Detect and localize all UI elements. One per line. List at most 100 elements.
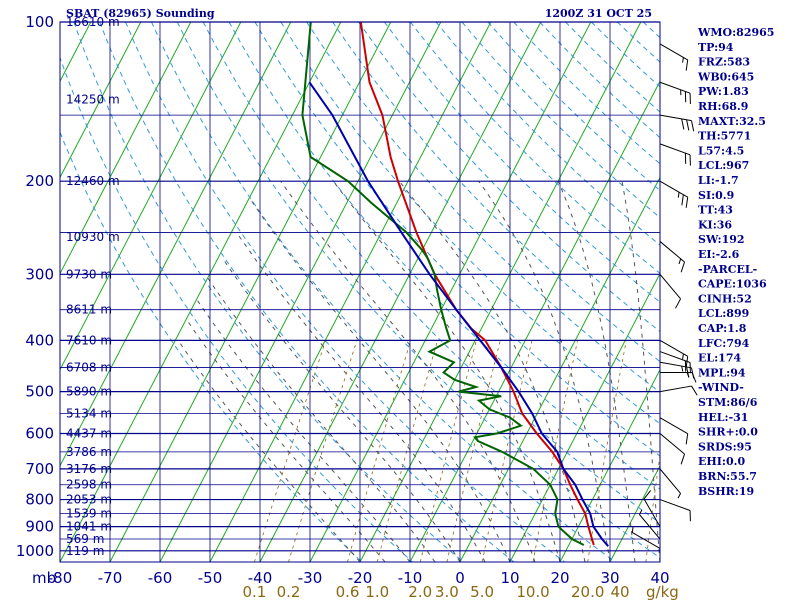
index-value: EHI:0.0 — [698, 455, 745, 468]
wind-barb-feather — [680, 453, 685, 465]
isotherm-line — [60, 22, 192, 275]
wind-barb — [659, 499, 691, 522]
index-value: TP:94 — [698, 41, 734, 54]
isotherm-line — [509, 272, 660, 562]
index-value: L57:4.5 — [698, 144, 744, 157]
isotherm-line — [0, 22, 41, 562]
wind-barb-feather — [675, 298, 682, 309]
index-value: MPL:94 — [698, 366, 746, 379]
wind-barb — [660, 371, 697, 383]
isotherm-line — [60, 22, 342, 562]
isotherm-line — [309, 22, 592, 562]
pressure-label: 1000 — [16, 542, 54, 560]
chart-title: SBAT (82965) Sounding — [66, 7, 215, 20]
height-label: 8611 m — [66, 303, 112, 317]
pressure-label: 800 — [25, 491, 54, 509]
sounding-series-line — [359, 22, 595, 546]
mixing-ratio-labels: 0.1 0.2 0.6 1.0 2.0 3.0 5.0 10.0 20.0 40 — [243, 583, 630, 600]
wind-barb-shaft — [659, 180, 688, 198]
mixing-ratio-label: 3.0 — [435, 583, 459, 600]
index-value: EI:-2.6 — [698, 248, 740, 261]
wind-barb — [659, 273, 682, 309]
wind-barb-half-feather — [678, 258, 682, 265]
wind-barb-shaft — [659, 351, 691, 363]
index-value: TT:43 — [698, 204, 733, 217]
height-label: 7610 m — [66, 333, 112, 347]
height-label: 1041 m — [66, 520, 112, 534]
height-label: 569 m — [66, 532, 104, 546]
mixing-ratio-line — [347, 340, 411, 562]
isotherm-lines — [0, 22, 660, 562]
index-value: RH:68.9 — [698, 100, 748, 113]
wind-barb-shaft — [659, 43, 688, 61]
index-value: WB0:645 — [697, 70, 754, 83]
wind-barb-half-feather — [682, 57, 684, 63]
dry-adiabat-line — [591, 22, 660, 88]
isotherm-line — [209, 22, 492, 562]
dry-adiabat-line — [60, 131, 363, 562]
isotherm-line — [159, 22, 442, 562]
dry-adiabat-lines — [60, 22, 660, 562]
mixing-ratio-line — [587, 340, 627, 562]
pressure-label: 200 — [25, 172, 54, 190]
wind-barb-feather — [691, 120, 695, 132]
index-value: SHR+:0.0 — [698, 426, 758, 439]
wind-barb-feather — [685, 59, 689, 71]
wind-barb — [659, 385, 698, 396]
dry-adiabat-line — [99, 22, 515, 562]
index-value: SW:192 — [698, 233, 745, 246]
wind-barb-half-feather — [677, 192, 680, 198]
dry-adiabat-line — [358, 22, 660, 333]
temperature-tick-label: -70 — [98, 569, 123, 587]
wind-barb — [659, 180, 689, 208]
wind-barb-feather — [685, 197, 689, 208]
pressure-label: 300 — [25, 265, 54, 283]
dry-adiabat-line — [60, 56, 413, 562]
moist-adiabat-line — [557, 181, 636, 562]
wind-barb — [659, 417, 689, 445]
wind-barb-feather — [681, 118, 685, 130]
wind-barb-shaft — [659, 385, 692, 393]
index-value: -PARCEL- — [698, 263, 757, 276]
wind-barb-shaft — [639, 514, 661, 540]
index-value: TH:5771 — [698, 130, 751, 143]
index-value: KI:36 — [698, 218, 732, 231]
mixing-ratio-line — [446, 340, 501, 562]
wind-barb-shaft — [659, 468, 681, 494]
temperature-tick-label: -50 — [198, 569, 223, 587]
mixing-ratio-line — [481, 340, 533, 562]
moist-adiabat-line — [177, 340, 361, 562]
sounding-series-line — [301, 22, 585, 546]
index-value: SRDS:95 — [698, 440, 752, 453]
height-label: 9730 m — [66, 267, 112, 281]
moist-adiabat-line — [207, 277, 436, 562]
temperature-tick-label: -60 — [148, 569, 173, 587]
wind-barb-shaft — [659, 273, 681, 300]
dry-adiabat-line — [151, 22, 616, 562]
dry-adiabat-line — [306, 22, 660, 393]
wind-barb — [659, 114, 695, 132]
index-value: LFC:794 — [698, 337, 750, 350]
sounding-series-line — [308, 81, 609, 547]
wind-barb-shaft — [659, 361, 692, 369]
height-label: 3176 m — [66, 462, 112, 476]
mixing-ratio-label: 10.0 — [516, 583, 549, 600]
index-value: LI:-1.7 — [698, 174, 739, 187]
index-value: WMO:82965 — [697, 26, 774, 39]
wind-barb — [659, 43, 689, 71]
isotherm-line — [60, 22, 242, 371]
wind-barb — [659, 468, 682, 499]
wind-barb-feather — [681, 194, 684, 206]
index-value: -WIND- — [698, 381, 744, 394]
dry-adiabat-line — [513, 22, 660, 165]
temperature-tick-label: 40 — [650, 569, 669, 587]
chart-datetime: 1200Z 31 OCT 25 — [545, 7, 652, 20]
wind-barb-shaft — [643, 498, 661, 527]
mixing-ratio-label: 20.0 — [571, 583, 604, 600]
dry-adiabat-line — [125, 22, 565, 562]
moist-adiabat-line — [248, 197, 511, 562]
pressure-label: 400 — [25, 331, 54, 349]
wind-barb-shaft — [659, 241, 685, 263]
